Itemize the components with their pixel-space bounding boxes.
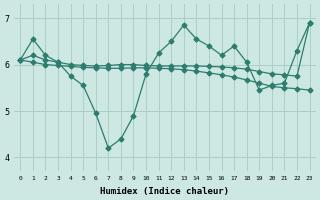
X-axis label: Humidex (Indice chaleur): Humidex (Indice chaleur) bbox=[100, 187, 229, 196]
